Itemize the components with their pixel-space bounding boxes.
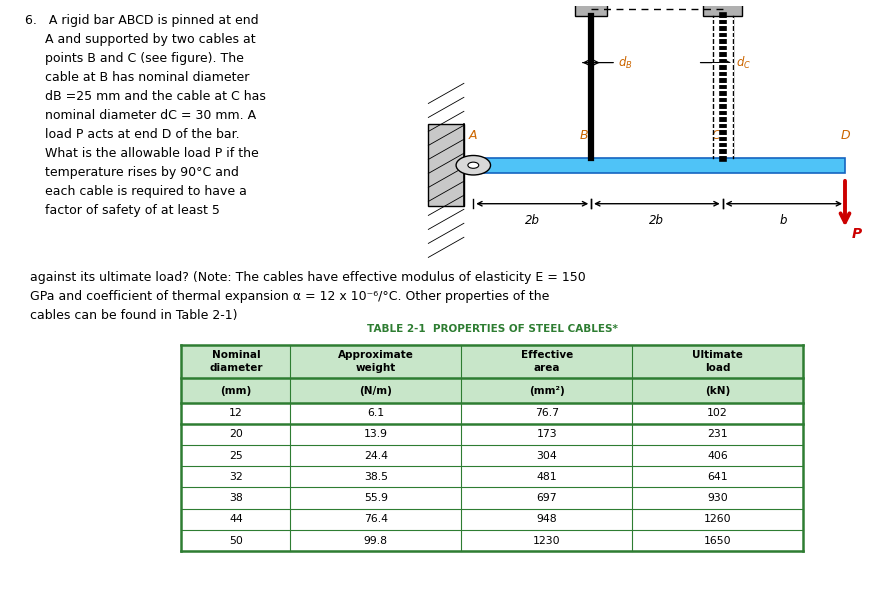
Text: 406: 406 [707,451,728,461]
Text: 99.8: 99.8 [364,535,388,546]
Bar [703,2,742,17]
Text: 641: 641 [707,472,728,482]
Text: P: P [852,227,862,241]
Text: 1230: 1230 [533,535,560,546]
Bar [575,2,607,17]
Text: 697: 697 [537,493,557,503]
Text: 24.4: 24.4 [364,451,388,461]
Text: (mm): (mm) [220,386,251,395]
Text: (mm²): (mm²) [529,386,565,395]
Text: 231: 231 [707,429,728,439]
Text: 304: 304 [537,451,557,461]
Text: (N/m): (N/m) [359,386,392,395]
Text: TABLE 2-1  PROPERTIES OF STEEL CABLES*: TABLE 2-1 PROPERTIES OF STEEL CABLES* [366,324,618,334]
Text: 50: 50 [229,535,243,546]
Text: 38.5: 38.5 [364,472,388,482]
Text: Approximate
weight: Approximate weight [337,351,414,373]
Text: (kN): (kN) [705,386,730,395]
Text: B: B [580,129,589,142]
Bar [181,378,803,403]
Text: 2b: 2b [649,214,664,227]
Text: 55.9: 55.9 [364,493,388,503]
Circle shape [456,155,491,175]
Text: 25: 25 [229,451,243,461]
Text: 20: 20 [229,429,243,439]
Bar [181,344,803,378]
Text: $d_C$: $d_C$ [737,55,751,71]
Text: 76.4: 76.4 [364,514,388,524]
Text: 76.7: 76.7 [535,408,559,418]
Text: 13.9: 13.9 [364,429,388,439]
Text: 102: 102 [707,408,728,418]
Text: Ultimate
load: Ultimate load [692,351,743,373]
Text: 930: 930 [707,493,728,503]
Text: 948: 948 [537,514,557,524]
Text: 1260: 1260 [704,514,731,524]
Text: 173: 173 [537,429,557,439]
Text: 12: 12 [229,408,243,418]
Text: 38: 38 [229,493,243,503]
Text: 32: 32 [229,472,243,482]
Text: against its ultimate load? (Note: The cables have effective modulus of elasticit: against its ultimate load? (Note: The ca… [30,270,586,322]
Bar [473,158,845,173]
Text: Effective
area: Effective area [521,351,573,373]
Text: b: b [780,214,788,227]
Text: C: C [711,129,720,142]
Circle shape [468,162,478,168]
Text: 1650: 1650 [704,535,731,546]
Text: A: A [469,129,478,142]
Text: Nominal
diameter: Nominal diameter [209,351,263,373]
Text: 6.   A rigid bar ABCD is pinned at end
     A and supported by two cables at
   : 6. A rigid bar ABCD is pinned at end A a… [26,14,266,217]
Bar [428,124,464,206]
Text: $d_B$: $d_B$ [618,55,633,71]
Text: 2b: 2b [525,214,540,227]
Text: 481: 481 [537,472,557,482]
Text: 44: 44 [229,514,243,524]
Text: D: D [840,129,850,142]
Text: 6.1: 6.1 [367,408,384,418]
